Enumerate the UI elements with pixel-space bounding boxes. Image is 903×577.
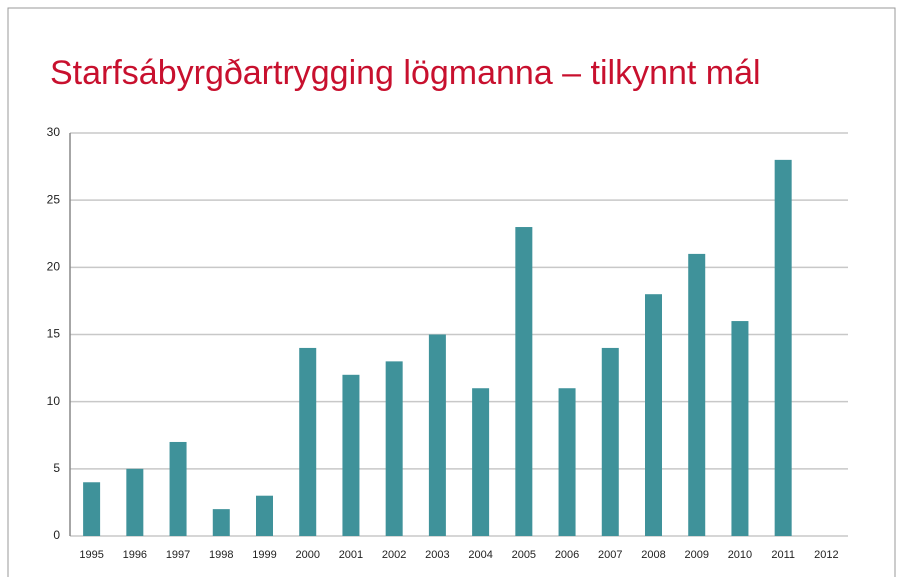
bar <box>299 347 317 536</box>
bar <box>601 347 619 536</box>
y-tick-label: 30 <box>47 125 61 139</box>
bar <box>428 334 446 536</box>
x-tick-label: 2007 <box>598 549 622 561</box>
x-tick-label: 2001 <box>339 549 363 561</box>
y-tick-label: 0 <box>53 528 60 542</box>
x-tick-label: 2004 <box>468 549 492 561</box>
bar <box>558 388 576 536</box>
y-tick-label: 5 <box>53 461 60 475</box>
x-tick-label: 1995 <box>79 549 103 561</box>
bar <box>645 294 662 536</box>
bar <box>212 509 230 536</box>
bar <box>472 388 490 536</box>
chart-title: Starfsábyrgðartrygging lögmanna – tilkyn… <box>50 54 761 92</box>
x-tick-label: 2008 <box>641 549 665 561</box>
x-tick-label: 1998 <box>209 549 233 561</box>
x-tick-label: 2006 <box>555 549 579 561</box>
bar <box>774 159 792 536</box>
bar <box>385 361 403 536</box>
y-tick-label: 15 <box>47 327 61 341</box>
bar <box>515 227 533 537</box>
x-tick-label: 2011 <box>771 549 795 561</box>
x-tick-label: 2003 <box>425 549 449 561</box>
x-tick-label: 2010 <box>728 549 752 561</box>
bar <box>688 253 706 536</box>
y-tick-label: 10 <box>47 394 61 408</box>
bar <box>126 468 144 536</box>
bar <box>342 374 360 536</box>
bar <box>256 495 273 536</box>
x-tick-label: 2012 <box>814 549 838 561</box>
x-tick-label: 2005 <box>512 549 536 561</box>
x-tick-label: 2009 <box>684 549 708 561</box>
x-tick-label: 1996 <box>123 549 147 561</box>
x-tick-label: 2002 <box>382 549 406 561</box>
x-tick-label: 2000 <box>295 549 319 561</box>
x-tick-label: 1999 <box>252 549 276 561</box>
bar <box>169 441 187 536</box>
y-tick-label: 20 <box>47 260 61 274</box>
bar <box>83 482 101 536</box>
bar <box>731 321 749 536</box>
x-tick-label: 1997 <box>166 549 190 561</box>
y-tick-label: 25 <box>47 192 61 206</box>
